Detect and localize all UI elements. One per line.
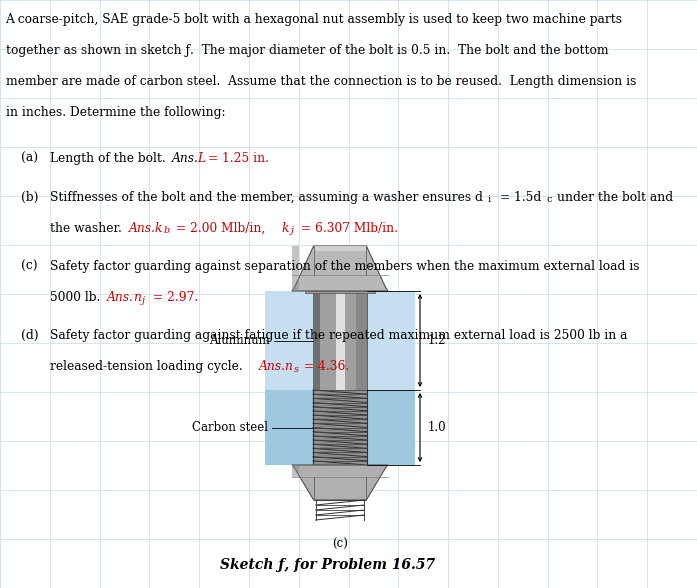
Text: s: s — [293, 365, 298, 374]
Text: (a): (a) — [21, 152, 38, 165]
Text: n: n — [284, 360, 292, 373]
Text: Ans.: Ans. — [129, 222, 156, 235]
Text: i: i — [487, 195, 490, 204]
Bar — [292, 246, 299, 291]
Text: (c): (c) — [21, 260, 38, 273]
Text: = 1.25 in.: = 1.25 in. — [208, 152, 269, 165]
Text: Length of the bolt.: Length of the bolt. — [50, 152, 166, 165]
Text: b: b — [164, 226, 170, 235]
Text: j: j — [291, 226, 293, 235]
Text: L: L — [197, 152, 206, 165]
Text: Safety factor guarding against fatigue if the repeated maximum external load is : Safety factor guarding against fatigue i… — [50, 329, 628, 342]
Bar — [305, 291, 375, 293]
Text: 1.2: 1.2 — [428, 334, 447, 347]
Text: the washer.: the washer. — [50, 222, 122, 235]
Text: in inches. Determine the following:: in inches. Determine the following: — [6, 106, 225, 119]
Text: (c): (c) — [332, 538, 348, 551]
Text: 1.0: 1.0 — [428, 421, 447, 434]
Text: j: j — [142, 296, 145, 305]
Bar — [336, 291, 346, 390]
Text: = 1.5d: = 1.5d — [500, 191, 541, 203]
Text: c: c — [546, 195, 552, 204]
Bar — [292, 465, 299, 477]
Bar — [313, 390, 367, 465]
Bar — [265, 390, 415, 465]
Bar — [313, 291, 367, 390]
Text: Safety factor guarding against separation of the members when the maximum extern: Safety factor guarding against separatio… — [50, 260, 640, 273]
Text: A coarse-pitch, SAE grade-5 bolt with a hexagonal nut assembly is used to keep t: A coarse-pitch, SAE grade-5 bolt with a … — [6, 13, 622, 26]
Text: k: k — [282, 222, 289, 235]
Text: released-tension loading cycle.: released-tension loading cycle. — [50, 360, 243, 373]
Text: member are made of carbon steel.  Assume that the connection is to be reused.  L: member are made of carbon steel. Assume … — [6, 75, 636, 88]
Text: under the bolt and: under the bolt and — [557, 191, 673, 203]
Text: (d): (d) — [21, 329, 38, 342]
Text: Sketch ƒ, for Problem 16.57: Sketch ƒ, for Problem 16.57 — [220, 558, 435, 572]
Polygon shape — [292, 246, 388, 291]
Text: 5000 lb.: 5000 lb. — [50, 291, 100, 304]
Bar — [265, 291, 415, 390]
Text: n: n — [133, 291, 141, 304]
Text: (b): (b) — [21, 191, 38, 203]
Bar — [313, 291, 320, 390]
Text: k: k — [155, 222, 162, 235]
Text: = 4.36.: = 4.36. — [304, 360, 349, 373]
Text: = 2.00 Mlb/in,: = 2.00 Mlb/in, — [176, 222, 265, 235]
Text: Ans.: Ans. — [107, 291, 135, 304]
Text: Aluminum: Aluminum — [209, 334, 270, 347]
Text: = 6.307 Mlb/in.: = 6.307 Mlb/in. — [301, 222, 398, 235]
Text: Ans.: Ans. — [172, 152, 199, 165]
Bar — [314, 246, 367, 252]
Bar — [356, 291, 367, 390]
Text: Stiffnesses of the bolt and the member, assuming a washer ensures d: Stiffnesses of the bolt and the member, … — [50, 191, 483, 203]
Text: Carbon steel: Carbon steel — [192, 421, 268, 434]
Text: Ans.: Ans. — [259, 360, 286, 373]
Text: together as shown in sketch ƒ.  The major diameter of the bolt is 0.5 in.  The b: together as shown in sketch ƒ. The major… — [6, 44, 608, 57]
Text: = 2.97.: = 2.97. — [153, 291, 198, 304]
Polygon shape — [292, 465, 388, 500]
